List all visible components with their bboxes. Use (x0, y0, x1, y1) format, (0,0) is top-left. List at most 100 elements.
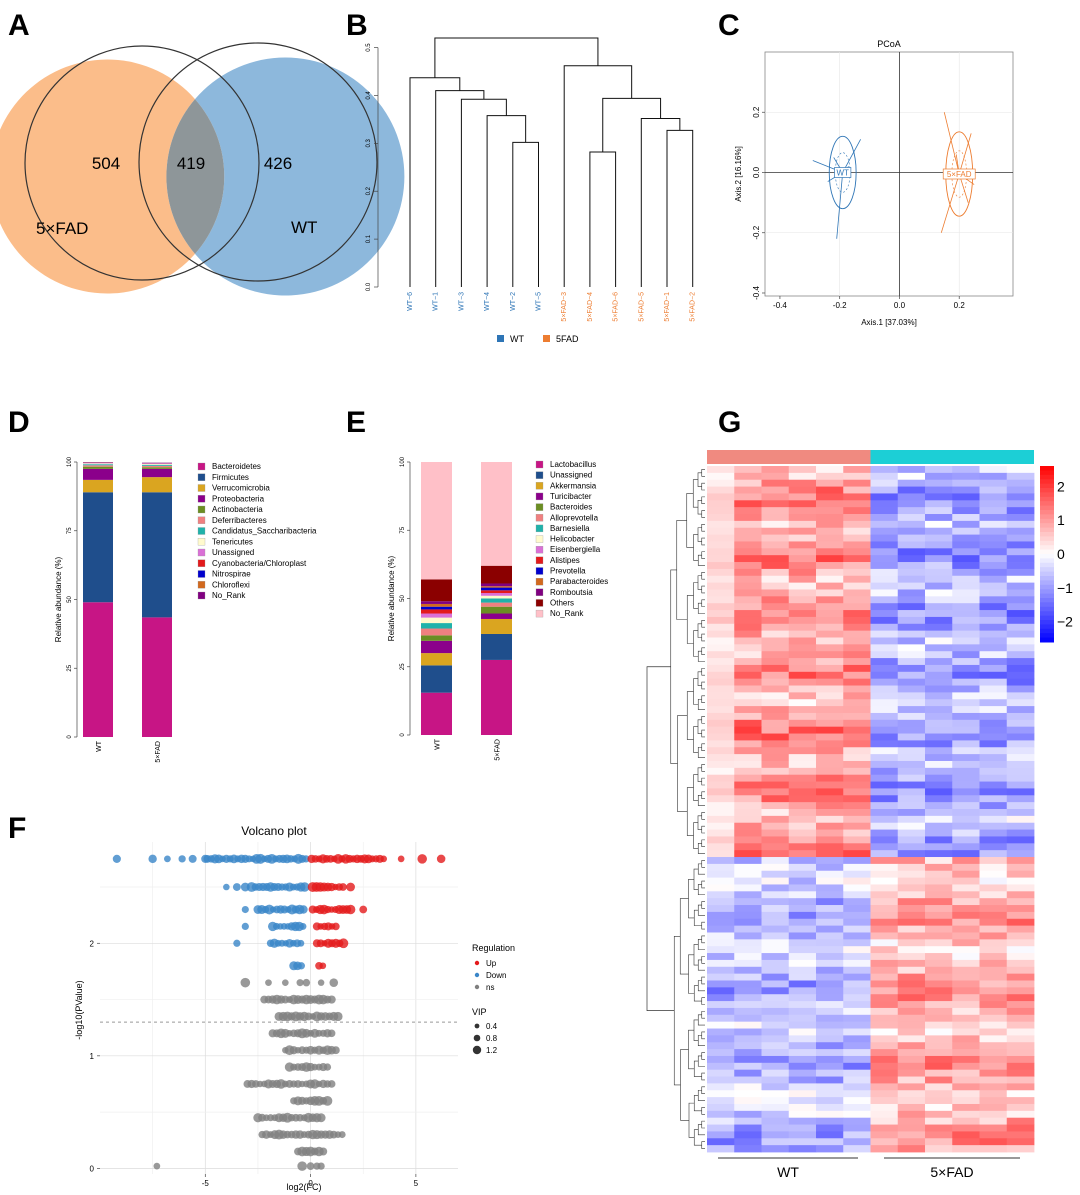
heatmap-cell (979, 1042, 1008, 1050)
heatmap-cell (870, 767, 899, 776)
heatmap-cell (1006, 678, 1035, 686)
heatmap-cell (925, 870, 953, 878)
stacked-bar-segment-eisenbergiella (421, 613, 452, 618)
heatmap-cell (979, 493, 1008, 501)
heatmap-cell (707, 616, 735, 625)
heatmap-cell (925, 754, 953, 762)
heatmap-cell (761, 850, 790, 858)
heatmap-cell (1006, 760, 1035, 769)
volcano-point-ns (338, 1131, 346, 1139)
heatmap-cell (979, 774, 1008, 782)
heatmap-cell (897, 959, 926, 968)
heatmap-cell (979, 822, 1008, 830)
heatmap-cell (788, 740, 817, 748)
heatmap-cell (979, 918, 1008, 927)
heatmap-color-scale-step (1040, 540, 1054, 546)
heatmap-cell (734, 1014, 762, 1023)
volcano-x-tick-label: 0 (308, 1179, 313, 1188)
heatmap-cell (734, 514, 762, 522)
heatmap-cell (952, 781, 980, 789)
heatmap-row-dendrogram-branch (701, 997, 705, 1005)
heatmap-cell (870, 1110, 899, 1119)
heatmap-cell (707, 706, 735, 714)
legend-swatch-eisenbergiella (535, 546, 544, 554)
heatmap-cell (788, 939, 817, 947)
heatmap-cell (897, 678, 926, 686)
heatmap-cell (897, 966, 926, 975)
heatmap-cell (707, 493, 735, 501)
abundance-y-tick-label: 100 (400, 456, 406, 467)
heatmap-cell (870, 788, 899, 796)
heatmap-cell (897, 1110, 926, 1119)
heatmap-cell (897, 857, 926, 865)
legend-label-firmicutes: Firmicutes (212, 473, 249, 482)
heatmap-cell (707, 987, 735, 995)
heatmap-cell (1006, 534, 1035, 542)
heatmap-cell (952, 809, 980, 817)
heatmap-row-dendrogram-branch (701, 496, 705, 505)
heatmap-cell (979, 520, 1008, 529)
heatmap-cell (897, 623, 926, 632)
heatmap-cell (870, 1117, 899, 1125)
abundance-y-tick-label: 75 (400, 526, 406, 533)
heatmap-cell (925, 514, 953, 522)
heatmap-cell (734, 946, 762, 954)
heatmap-cell (734, 870, 762, 878)
stacked-bar-segment-bacteroidetes (142, 617, 172, 737)
heatmap-color-scale-label: −1 (1057, 580, 1073, 596)
heatmap-cell (707, 843, 735, 851)
heatmap-cell (952, 747, 980, 755)
heatmap-cell (788, 747, 817, 755)
heatmap-cell (870, 740, 899, 748)
heatmap-cell (952, 610, 980, 618)
heatmap-cell (897, 582, 926, 590)
heatmap-cell (1006, 664, 1035, 673)
heatmap-cell (952, 959, 980, 968)
legend-label-prevotella: Prevotella (550, 567, 586, 576)
heatmap-cell (979, 815, 1008, 824)
heatmap-cell (843, 946, 871, 954)
heatmap-cell (816, 966, 844, 975)
heatmap-cell (707, 527, 735, 535)
heatmap-cell (816, 843, 844, 851)
heatmap-cell (925, 568, 953, 577)
heatmap-cell (870, 541, 899, 549)
heatmap-cell (1006, 520, 1035, 529)
heatmap-cell (1006, 754, 1035, 762)
heatmap-cell (734, 980, 762, 988)
legend-label-cyanobacteria-chloroplast: Cyanobacteria/Chloroplast (212, 559, 307, 568)
heatmap-cell (979, 898, 1008, 906)
heatmap-cell (1006, 589, 1035, 597)
venn-5xfad-unique-count: 504 (92, 154, 120, 173)
heatmap-cell (979, 946, 1008, 954)
heatmap-cell (870, 630, 899, 638)
heatmap-cell (979, 1076, 1008, 1084)
heatmap-cell (707, 712, 735, 721)
dendrogram-branch (409, 77, 461, 287)
heatmap-cell (979, 802, 1008, 810)
volcano-y-tick-label: 2 (90, 939, 95, 948)
heatmap-row-dendrogram-branch (677, 715, 688, 812)
heatmap-cell (843, 507, 871, 515)
heatmap-cell (788, 809, 817, 817)
heatmap-cell (1006, 802, 1035, 810)
heatmap-cell (870, 918, 899, 927)
heatmap-cell (761, 616, 790, 625)
heatmap-cell (952, 939, 980, 947)
heatmap-cell (788, 479, 817, 487)
heatmap-cell (788, 1090, 817, 1098)
heatmap-cell (925, 466, 953, 474)
heatmap-cell (734, 664, 762, 673)
heatmap-cell (979, 699, 1008, 707)
heatmap-cell (761, 836, 790, 844)
volcano-point-down (299, 905, 308, 914)
heatmap-cell (925, 774, 953, 782)
heatmap-cell (761, 671, 790, 680)
heatmap-cell (761, 1131, 790, 1139)
heatmap-cell (870, 507, 899, 515)
heatmap-cell (707, 555, 735, 563)
heatmap-cell (843, 719, 871, 728)
stacked-bar-segment-barnesiella (421, 623, 452, 629)
heatmap-cell (870, 973, 899, 981)
heatmap-cell (788, 1117, 817, 1125)
